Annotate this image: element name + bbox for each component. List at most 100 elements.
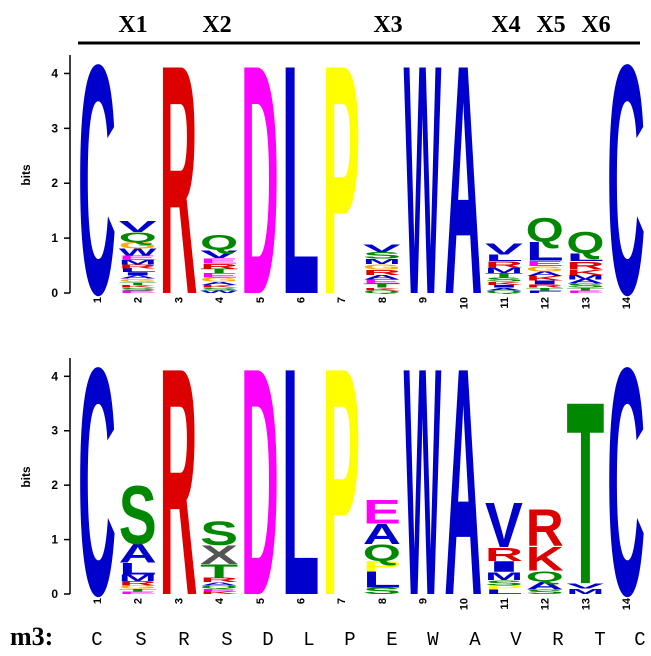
logo-letter-g: G bbox=[200, 277, 238, 283]
logo-letter-d: D bbox=[241, 0, 279, 363]
logo-letter-x: X bbox=[200, 541, 238, 570]
logo-letter-p: P bbox=[322, 301, 360, 656]
position-label: 6 bbox=[296, 598, 308, 604]
position-label: 14 bbox=[621, 296, 633, 309]
consensus-letter: A bbox=[469, 629, 481, 651]
logo-letter-a: A bbox=[444, 0, 482, 363]
y-axis-label: bits bbox=[19, 466, 33, 488]
y-tick-label: 1 bbox=[51, 533, 58, 547]
logo-letter-l: L bbox=[566, 251, 604, 264]
position-label: 4 bbox=[214, 296, 226, 303]
position-label: 9 bbox=[418, 598, 430, 604]
position-label: 5 bbox=[255, 297, 267, 303]
logo-letter-t: T bbox=[119, 281, 157, 285]
logo-letter-r: R bbox=[526, 283, 564, 288]
logo-letter-r: R bbox=[526, 499, 564, 558]
logo-letter-k: K bbox=[566, 268, 604, 277]
logo-letter-c: C bbox=[78, 0, 116, 363]
consensus-letter: T bbox=[594, 629, 606, 651]
logo-letter-a: A bbox=[444, 301, 482, 656]
logo-letter-g: G bbox=[119, 585, 157, 590]
position-label: 1 bbox=[92, 297, 104, 303]
logo-letter-t: T bbox=[526, 287, 564, 291]
logo-letter-s: S bbox=[200, 515, 238, 553]
logo-letter-a: A bbox=[119, 538, 157, 568]
logo-letter-a: A bbox=[526, 270, 564, 277]
logo-letter-p: P bbox=[485, 584, 523, 591]
logo-letter-l: L bbox=[363, 567, 401, 592]
logo-letter-t: T bbox=[200, 268, 238, 275]
consensus-letter: P bbox=[344, 629, 356, 651]
y-tick-label: 2 bbox=[51, 478, 58, 492]
position-label: 9 bbox=[418, 297, 430, 303]
position-label: 11 bbox=[499, 598, 511, 610]
position-label: 10 bbox=[458, 297, 470, 309]
logo-letter-e: E bbox=[119, 290, 157, 294]
position-label: 1 bbox=[92, 598, 104, 604]
consensus-letter: W bbox=[427, 629, 439, 651]
logo-letter-q: Q bbox=[526, 568, 564, 585]
logo-letter-i: I bbox=[526, 279, 564, 285]
logo-letter-a: A bbox=[363, 274, 401, 281]
position-label: 2 bbox=[133, 598, 145, 604]
header-label-x1: X1 bbox=[118, 12, 147, 38]
logo-letter-s: S bbox=[119, 287, 157, 291]
consensus-letter: C bbox=[634, 629, 646, 651]
y-tick-label: 4 bbox=[51, 369, 58, 383]
y-tick-label: 3 bbox=[51, 121, 58, 135]
position-label: 7 bbox=[336, 598, 348, 604]
logo-letter-q: Q bbox=[200, 585, 238, 590]
logo-letter-i: I bbox=[485, 284, 523, 288]
logo-letter-v: V bbox=[363, 241, 401, 254]
y-tick-label: 4 bbox=[51, 66, 58, 80]
position-label: 14 bbox=[621, 597, 633, 610]
consensus-letter: C bbox=[91, 629, 103, 651]
logo-letter-l: L bbox=[282, 300, 320, 656]
position-label: 11 bbox=[499, 297, 511, 309]
logo-letter-t: T bbox=[485, 272, 523, 279]
logo-letter-i: I bbox=[119, 271, 157, 276]
logo-letter-g: G bbox=[119, 240, 157, 250]
logo-letter-m: M bbox=[119, 259, 157, 266]
header-label-x3: X3 bbox=[373, 12, 402, 38]
logo-letter-a: A bbox=[200, 281, 238, 286]
logo-letter-s: S bbox=[200, 287, 238, 291]
consensus-row: m3: C S R S D L P E W A V R T C bbox=[0, 622, 651, 652]
logo-letter-a: A bbox=[566, 278, 604, 285]
logo-letter-a: A bbox=[485, 287, 523, 291]
y-axis-label: bits bbox=[19, 164, 33, 186]
position-label: 10 bbox=[458, 598, 470, 610]
logo-letter-i: I bbox=[485, 558, 523, 575]
position-label: 2 bbox=[133, 297, 145, 303]
header-label-x4: X4 bbox=[491, 12, 520, 38]
consensus-letter: L bbox=[303, 629, 315, 651]
logo-letter-r: R bbox=[485, 260, 523, 270]
logo-letter-m: M bbox=[566, 274, 604, 281]
logo-letter-q: Q bbox=[200, 230, 238, 254]
logo-letter-v: V bbox=[566, 582, 604, 591]
logo-letter-t: T bbox=[566, 348, 604, 640]
logo-letter-a: A bbox=[363, 518, 401, 550]
logo-letter-e: E bbox=[200, 256, 238, 265]
logo-letter-e: E bbox=[363, 493, 401, 531]
logo-letter-k: K bbox=[526, 541, 564, 579]
position-label: 3 bbox=[173, 598, 185, 604]
logo-letter-e: E bbox=[119, 255, 157, 262]
logo-letter-a: A bbox=[200, 581, 238, 586]
logo-letter-v: V bbox=[200, 248, 238, 261]
logo-letter-g: G bbox=[526, 265, 564, 274]
logo-letter-k: K bbox=[485, 281, 523, 286]
logo-letter-l: L bbox=[119, 559, 157, 578]
logo-letter-r: R bbox=[566, 259, 604, 272]
logo-letter-r: R bbox=[159, 0, 197, 363]
logo-letter-e: E bbox=[119, 591, 157, 595]
consensus-letter: R bbox=[552, 629, 564, 651]
logo-letter-c: C bbox=[607, 0, 645, 363]
logo-letter-e: E bbox=[566, 290, 604, 294]
header-label-x5: X5 bbox=[536, 12, 565, 38]
consensus-letter: S bbox=[221, 629, 233, 651]
position-label: 12 bbox=[540, 598, 552, 610]
